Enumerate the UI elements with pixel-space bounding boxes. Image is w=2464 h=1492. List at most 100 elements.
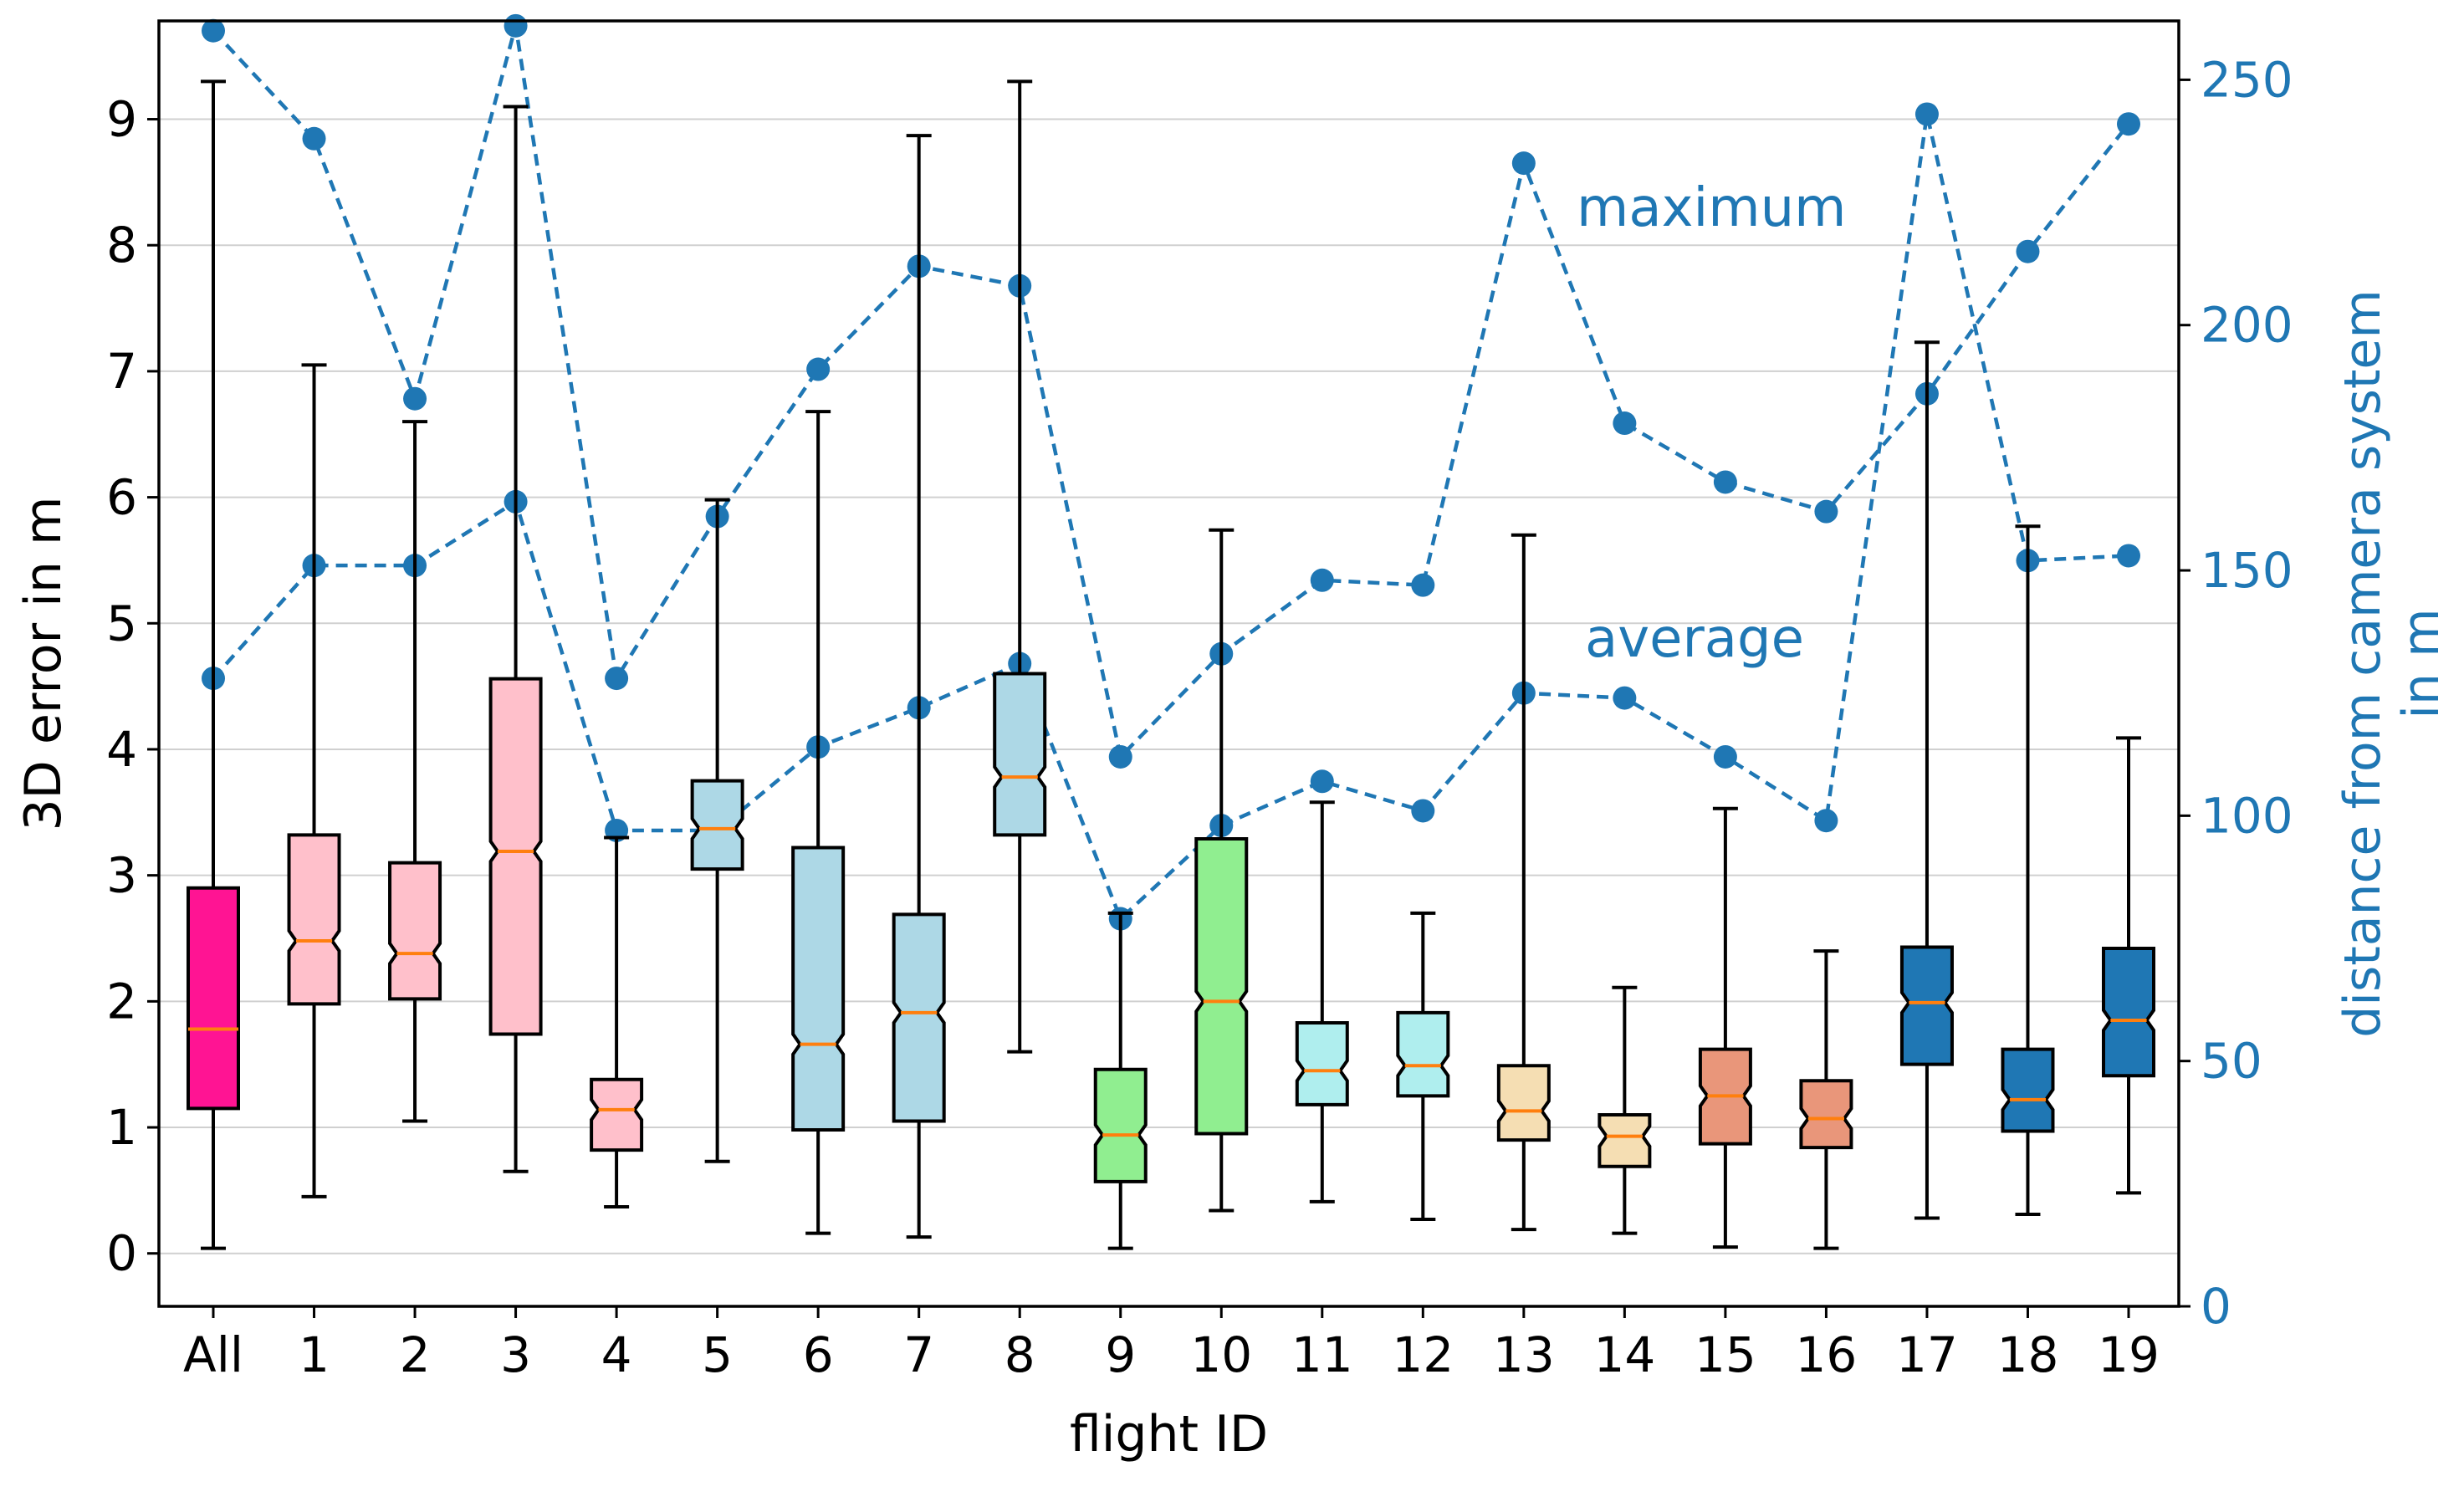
- series-point: [302, 126, 326, 151]
- box-16: [1799, 949, 1853, 1250]
- box-All: [187, 79, 240, 1250]
- y-axis-label: 3D error in m: [14, 497, 73, 831]
- box-body: [1799, 1079, 1853, 1150]
- box-body: [2001, 1047, 2055, 1133]
- x-tick-label: 14: [1593, 1326, 1655, 1383]
- series-point: [1613, 686, 1637, 710]
- series-point: [1411, 799, 1435, 823]
- y-right-tick-label: 150: [2201, 542, 2293, 599]
- box-15: [1698, 806, 1752, 1249]
- box-8: [993, 79, 1047, 1054]
- x-tick-label: 2: [400, 1326, 431, 1383]
- y-tick-label: 5: [106, 595, 137, 651]
- right-y-axis-label-line2: in m: [2392, 608, 2451, 718]
- series-point: [1108, 744, 1132, 769]
- box-body: [892, 912, 946, 1123]
- x-tick-label: 6: [803, 1326, 834, 1383]
- y-tick-label: 9: [106, 91, 137, 148]
- x-tick-label: 10: [1190, 1326, 1252, 1383]
- series-point: [1511, 151, 1536, 176]
- box-3: [488, 105, 543, 1173]
- box-19: [2102, 736, 2155, 1195]
- plot-frame: [157, 19, 2180, 1308]
- axes: [157, 19, 2180, 1308]
- series-line: [212, 25, 2130, 761]
- box-12: [1396, 911, 1450, 1222]
- box-17: [1899, 340, 1954, 1220]
- series-point: [403, 386, 427, 411]
- y-right-tick-label: 250: [2201, 51, 2293, 108]
- box-body: [287, 833, 341, 1006]
- series-line: [212, 113, 2129, 922]
- box-body: [791, 846, 846, 1132]
- box-body: [187, 886, 240, 1111]
- x-tick-label: 4: [601, 1326, 632, 1383]
- box-9: [1093, 911, 1148, 1250]
- box-body: [1598, 1112, 1652, 1168]
- box-body: [1194, 836, 1249, 1136]
- series-point: [1411, 573, 1435, 597]
- box-body: [488, 677, 543, 1036]
- box-body: [690, 779, 744, 871]
- x-tick-label: 8: [1005, 1326, 1035, 1383]
- box-14: [1598, 985, 1652, 1235]
- y-tick-label: 2: [106, 973, 137, 1030]
- y-right-tick-label: 50: [2201, 1033, 2262, 1090]
- y-right-tick-label: 0: [2201, 1278, 2231, 1335]
- series-point: [1613, 411, 1637, 436]
- y-tick-label: 7: [106, 343, 137, 400]
- x-tick-label: 9: [1105, 1326, 1136, 1383]
- annotation-maximum: maximum: [1577, 177, 1846, 239]
- x-tick-label: 1: [299, 1326, 330, 1383]
- right-y-axis-label-line1: distance from camera system: [2334, 289, 2392, 1038]
- series-point: [202, 18, 225, 43]
- gridlines: [159, 118, 2179, 1254]
- y-tick-label: 4: [106, 721, 137, 778]
- y-tick-label: 3: [106, 847, 137, 904]
- axis-labels: flight ID 3D error in m distance from ca…: [14, 177, 2451, 1464]
- x-tick-label: 5: [702, 1326, 733, 1383]
- series-maximum: [202, 13, 2140, 769]
- box-body: [388, 861, 442, 1001]
- y-tick-label: 0: [106, 1225, 137, 1282]
- x-tick-label: 11: [1291, 1326, 1353, 1383]
- x-tick-label: 7: [903, 1326, 934, 1383]
- x-tick-label: 19: [2098, 1326, 2160, 1383]
- box-body: [1396, 1010, 1450, 1098]
- series-point: [806, 357, 831, 381]
- x-tick-label: 3: [500, 1326, 531, 1383]
- box-body: [1899, 945, 1954, 1066]
- series-point: [1814, 809, 1838, 833]
- y-tick-label: 8: [106, 217, 137, 273]
- annotation-average: average: [1585, 608, 1804, 670]
- box-body: [1496, 1064, 1551, 1142]
- box-7: [892, 134, 946, 1239]
- y-right-tick-label: 200: [2201, 297, 2293, 354]
- series-point: [1914, 102, 1939, 126]
- box-6: [791, 410, 846, 1235]
- x-tick-label: 13: [1493, 1326, 1555, 1383]
- y-right-tick-label: 100: [2201, 787, 2293, 844]
- box-11: [1295, 800, 1349, 1203]
- x-tick-label: 17: [1896, 1326, 1958, 1383]
- series-point: [2117, 544, 2140, 568]
- series-point: [2117, 112, 2140, 136]
- x-tick-label: All: [183, 1326, 243, 1383]
- boxes: [187, 79, 2155, 1250]
- y-tick-label: 6: [106, 469, 137, 526]
- series-point: [1713, 470, 1737, 494]
- series-point: [605, 667, 629, 691]
- series-point: [504, 13, 528, 38]
- series-point: [2016, 239, 2040, 263]
- x-axis-label: flight ID: [1070, 1405, 1268, 1464]
- series-point: [1310, 568, 1334, 592]
- series-point: [1713, 744, 1737, 769]
- x-tick-label: 15: [1695, 1326, 1756, 1383]
- box-body: [2102, 947, 2155, 1078]
- box-4: [590, 835, 644, 1208]
- x-tick-label: 18: [1997, 1326, 2059, 1383]
- series-point: [1814, 499, 1838, 524]
